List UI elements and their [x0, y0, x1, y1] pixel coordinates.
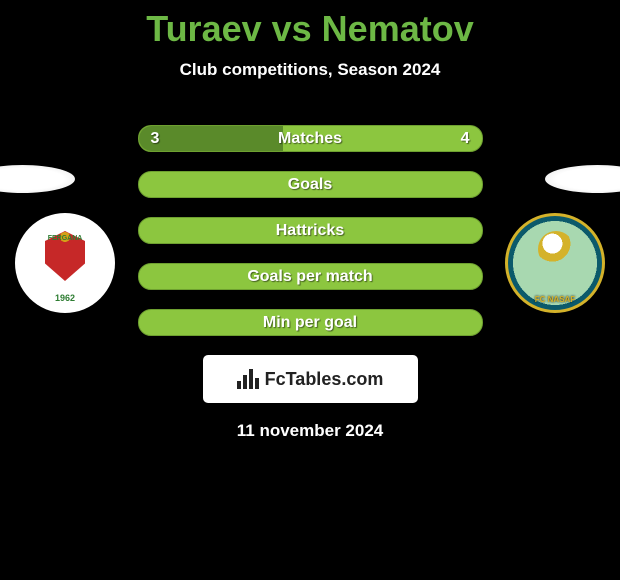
- decorative-oval-left: [0, 165, 75, 193]
- date-text: 11 november 2024: [0, 421, 620, 441]
- stat-bar: Goals per match: [138, 263, 483, 290]
- stat-bar: Hattricks: [138, 217, 483, 244]
- bar-fill-left: [139, 126, 283, 151]
- page-title: Turaev vs Nematov: [0, 0, 620, 50]
- team-left-crest: 1962: [15, 213, 115, 313]
- team-right-badge: FC NASAF: [505, 175, 605, 313]
- stat-label: Hattricks: [276, 222, 344, 240]
- stat-bar: 3 Matches 4: [138, 125, 483, 152]
- stat-label: Matches: [278, 130, 342, 148]
- attribution-badge: FcTables.com: [203, 355, 418, 403]
- team-right-crest: FC NASAF: [505, 213, 605, 313]
- crest-right-name: FC NASAF: [508, 295, 602, 304]
- stat-bar: Goals: [138, 171, 483, 198]
- crest-left-year: 1962: [15, 293, 115, 303]
- stat-label: Goals: [288, 176, 332, 194]
- attribution-text: FcTables.com: [265, 369, 384, 390]
- stat-left-value: 3: [151, 130, 160, 148]
- team-left-badge: 1962: [15, 175, 115, 313]
- subtitle: Club competitions, Season 2024: [0, 60, 620, 80]
- stat-bar: Min per goal: [138, 309, 483, 336]
- bars-icon: [237, 369, 259, 389]
- comparison-content: 1962 FC NASAF 3 Matches 4 Goals Hattrick…: [0, 125, 620, 441]
- stat-bars: 3 Matches 4 Goals Hattricks Goals per ma…: [138, 125, 483, 336]
- stat-label: Min per goal: [263, 314, 357, 332]
- stat-label: Goals per match: [247, 268, 372, 286]
- decorative-oval-right: [545, 165, 620, 193]
- stat-right-value: 4: [461, 130, 470, 148]
